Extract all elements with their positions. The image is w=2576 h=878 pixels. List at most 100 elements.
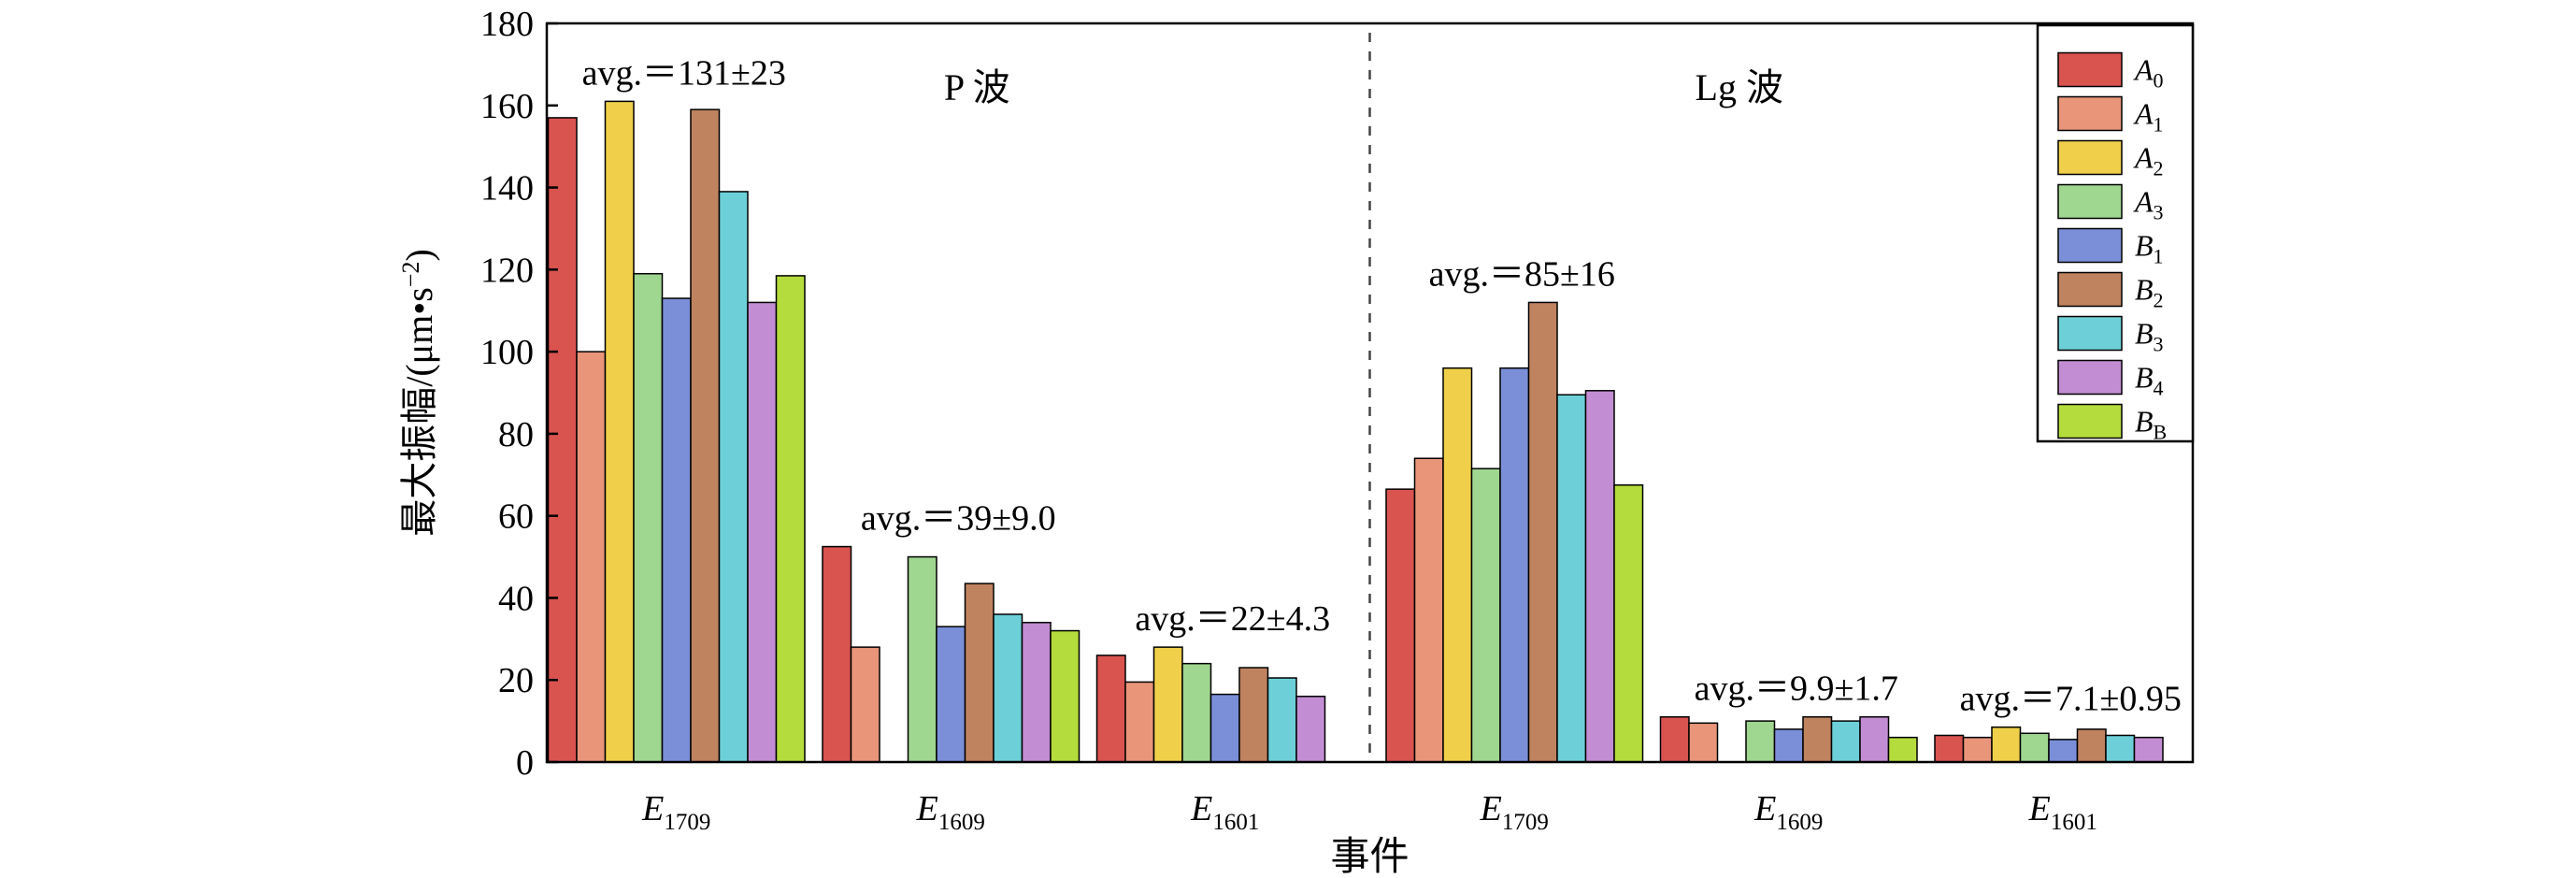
bar [1962,736,1993,763]
bar [1830,720,1861,763]
y-tick-label: 40 [498,579,534,618]
y-tick-label: 60 [498,497,534,537]
bar [1556,394,1587,763]
bar [1773,728,1804,763]
bar [1385,488,1416,763]
bar [633,272,664,763]
bar [1295,696,1326,763]
bar [690,108,721,763]
bar [964,583,995,763]
bar [2076,728,2107,763]
y-tick-label: 120 [480,251,534,290]
legend-swatch [2057,359,2123,396]
bar [1934,734,1965,763]
bar [1659,715,1690,763]
y-tick-label: 80 [498,415,534,454]
x-tick-label: E1601 [1190,789,1259,835]
bar [1181,662,1212,763]
region-label: P 波 [944,66,1010,108]
bar [2048,739,2079,763]
bar [1413,457,1444,763]
x-tick-label: E1609 [916,789,985,835]
annotation-label: avg.＝22±4.3 [1135,599,1330,639]
bar [1238,667,1269,763]
y-tick-label: 20 [498,661,534,700]
x-categories: E1709 E1609 E1601 E1709 E1609 E1601 [641,789,2097,835]
legend-label: A1 [2133,97,2164,137]
bar [1267,677,1297,763]
bar [822,545,852,763]
x-axis-label: 事件 [1330,836,1409,878]
bar [604,100,635,763]
annotation-label: avg.＝9.9±1.7 [1695,669,1898,709]
x-tick-label: E1601 [2028,789,2097,835]
bar [1688,722,1719,763]
x-tick-label: E1609 [1753,789,1823,835]
bar [1613,484,1644,763]
legend-label: B3 [2135,317,2164,356]
annotations: avg.＝131±23 avg.＝39±9.0 avg.＝22±4.3 avg.＝85… [582,53,2182,718]
legend-swatch [2057,139,2123,176]
annotation-label: avg.＝39±9.0 [861,499,1056,539]
bar [2105,734,2136,763]
bars-layer [547,100,2164,763]
bar [661,297,692,763]
bar [547,117,578,763]
bar [1584,390,1615,763]
y-axis-label: 最大振幅/(μm•s−2) [397,249,441,537]
legend-swatch [2057,315,2123,352]
bar [747,301,778,763]
y-axis-label-close: ) [398,249,440,261]
y-tick-label: 180 [480,5,534,44]
annotation-label: avg.＝7.1±0.95 [1960,680,2182,719]
y-tick-label: 0 [516,743,534,783]
bar [718,191,749,763]
x-tick-label: E1709 [1480,789,1549,835]
bar [1095,655,1126,763]
x-tick-label: E1709 [641,789,710,835]
legend-swatch [2057,403,2123,439]
bar [993,613,1023,763]
bar [1887,736,1918,763]
bar [1527,301,1558,763]
bar [1859,715,1890,763]
y-axis-label-unit: (μm•s [398,287,440,376]
legend-label: B4 [2135,361,2164,400]
region-label: Lg 波 [1696,66,1783,108]
bar [1021,622,1052,763]
y-tick-label: 160 [480,87,534,126]
bar [936,626,966,763]
legend-label: A2 [2133,141,2164,180]
bar [1991,726,2022,763]
y-ticks: 0 20 40 60 80 100 120 140 160 180 [480,5,558,783]
region-labels: P 波 Lg 波 [944,66,1783,108]
y-tick-label: 140 [480,169,534,209]
legend-label: B1 [2135,229,2164,268]
legend-swatch [2057,271,2123,308]
annotation-label: avg.＝131±23 [582,53,786,93]
bar [2133,736,2164,763]
legend-swatch [2057,227,2123,264]
bar [1745,720,1776,763]
legend-swatch [2057,183,2123,220]
bar [1802,715,1833,763]
y-axis-label-exp: −2 [397,262,424,288]
bar [1442,367,1473,763]
bar [1499,367,1530,763]
legend-label: A0 [2133,53,2164,93]
y-tick-label: 100 [480,333,534,372]
bar [1124,681,1155,763]
bar [2019,732,2050,763]
bar [850,646,880,763]
bar [1209,693,1240,763]
legend-swatch [2057,51,2123,88]
bar [576,351,607,763]
bar [775,275,806,763]
legend-label: B2 [2135,273,2164,312]
legend-swatch [2057,95,2123,132]
bar [907,555,937,763]
bar [1050,629,1080,763]
